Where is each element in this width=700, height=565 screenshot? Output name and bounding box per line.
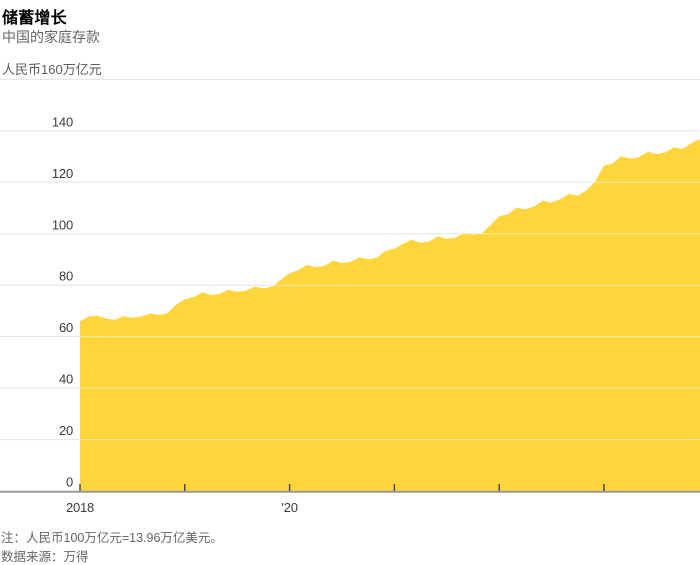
y-tick-label: 80 — [59, 269, 73, 284]
x-tick-label: 2018 — [66, 500, 94, 515]
y-tick-label: 40 — [59, 372, 73, 387]
y-tick-label: 20 — [59, 423, 73, 438]
y-axis-unit-label: 人民币160万亿元 — [2, 62, 102, 77]
chart-subtitle: 中国的家庭存款 — [2, 29, 100, 45]
y-tick-label: 100 — [52, 217, 73, 232]
y-tick-label: 140 — [52, 114, 73, 129]
area-series — [80, 138, 700, 492]
y-tick-label: 0 — [66, 475, 73, 490]
footnote: 注：人民币100万亿元=13.96万亿美元。 — [1, 531, 223, 545]
x-tick-label: '20 — [281, 500, 297, 515]
y-tick-label: 120 — [52, 166, 73, 181]
y-tick-label: 60 — [59, 320, 73, 335]
page-title: 储蓄增长 — [2, 10, 67, 27]
data-source: 数据来源：万得 — [1, 550, 89, 564]
